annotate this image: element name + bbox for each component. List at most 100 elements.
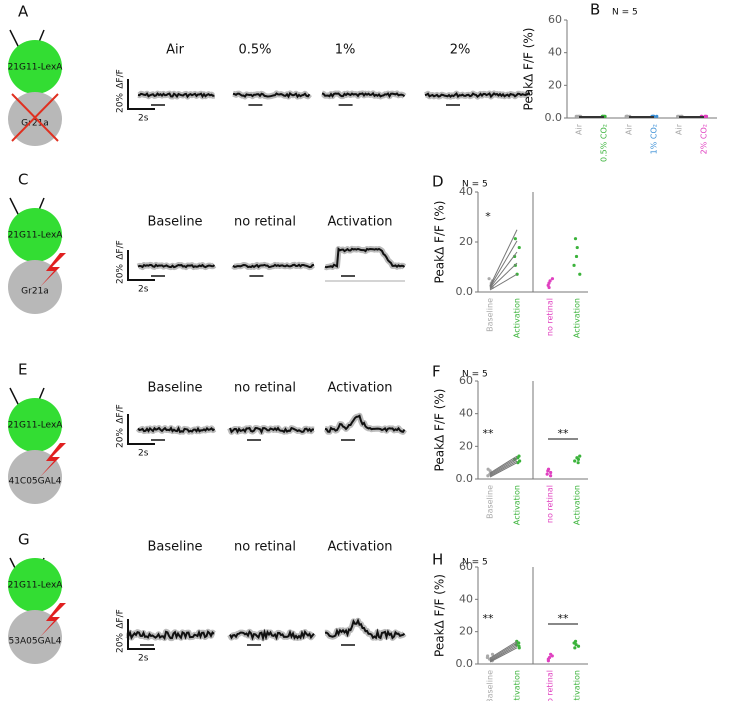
bolt (40, 253, 66, 287)
scale-unit: ΔF/F (116, 69, 126, 89)
panel-letter: E (18, 361, 27, 379)
condition-label: Activation (327, 215, 392, 230)
scale-bar (127, 619, 155, 650)
trace (232, 263, 315, 269)
driver-label: 21G11-LexA (8, 581, 64, 591)
bolt (40, 443, 66, 477)
n-label: N = 5 (462, 558, 488, 568)
point (487, 277, 491, 281)
point (549, 652, 553, 656)
scale-amplitude: 20% (116, 264, 126, 284)
y-tick-label: 0.0 (545, 111, 563, 124)
scale-time: 2s (138, 114, 149, 124)
scale-time: 2s (138, 285, 149, 295)
target-label: 53A05GAL4 (9, 637, 62, 647)
paired-line (489, 455, 518, 474)
point (576, 644, 581, 648)
x-tick-label: Baseline (486, 298, 495, 332)
y-axis-label: PeakΔ F/F (%) (433, 201, 447, 284)
point (550, 277, 555, 281)
point (572, 263, 576, 267)
point (548, 279, 552, 283)
x-tick-label: Baseline (486, 670, 495, 701)
x-tick-label: 1% CO₂ (650, 124, 659, 154)
target-neuron (8, 610, 62, 664)
target-neuron (8, 450, 62, 504)
panel-letter: G (18, 531, 30, 549)
paired-line (489, 644, 518, 661)
condition-label: Activation (327, 381, 392, 396)
condition-label: no retinal (234, 215, 296, 230)
x-tick-label: Activation (573, 298, 582, 338)
x-tick-label: 0.5% CO₂ (600, 124, 609, 162)
paired-line (489, 458, 518, 476)
target-label: Gr21a (21, 287, 49, 297)
trace (137, 263, 216, 269)
point (545, 472, 549, 476)
point (490, 652, 495, 656)
point (575, 245, 579, 250)
n-label: N = 5 (462, 180, 488, 190)
paired-line (489, 645, 518, 662)
point (578, 454, 582, 458)
point (576, 461, 580, 465)
target-label: Gr21a (21, 119, 49, 129)
n-label: N = 5 (612, 8, 638, 18)
trace (232, 91, 311, 99)
scale-amplitude: 20% (116, 93, 126, 113)
condition-label: Activation (327, 540, 392, 555)
y-tick-label: 60 (548, 13, 562, 26)
scale-amplitude: 20% (116, 633, 126, 653)
panel-letter: D (432, 173, 444, 191)
condition-label: no retinal (234, 540, 296, 555)
point (546, 467, 551, 471)
condition-label: no retinal (234, 381, 296, 396)
scale-amplitude: 20% (116, 428, 126, 448)
point (517, 245, 521, 250)
x-tick-label: no retinal (546, 485, 555, 523)
x-tick-label: Baseline (486, 485, 495, 519)
point (573, 639, 578, 643)
driver-neuron (8, 558, 62, 612)
trace (324, 414, 406, 433)
trace (126, 629, 215, 641)
panel-letter: A (18, 3, 29, 21)
y-axis-label: PeakΔ F/F (%) (433, 389, 447, 472)
panel-letter: C (18, 171, 28, 189)
y-tick-label: 20 (459, 439, 473, 452)
y-tick-label: 0.0 (456, 285, 474, 298)
point (517, 454, 521, 458)
scale-unit: ΔF/F (116, 240, 126, 260)
driver-label: 21G11-LexA (8, 231, 64, 241)
x-tick-label: 2% CO₂ (700, 124, 709, 154)
condition-label: Air (166, 43, 185, 58)
trace (229, 628, 315, 642)
point (625, 114, 629, 118)
scale-unit: ΔF/F (116, 609, 126, 629)
y-axis-label: PeakΔ F/F (%) (522, 28, 536, 111)
paired-line (489, 229, 518, 287)
point (703, 114, 707, 118)
scale-time: 2s (138, 449, 149, 459)
y-tick-label: 0.0 (456, 657, 474, 670)
target-label: 41C05GAL4 (8, 477, 61, 487)
panel-letter: B (590, 1, 600, 19)
x-tick-label: Activation (513, 670, 522, 701)
driver-neuron (8, 398, 62, 452)
scale-unit: ΔF/F (116, 404, 126, 424)
scale-time: 2s (138, 654, 149, 664)
trace (137, 425, 216, 434)
y-tick-label: 40 (459, 407, 473, 420)
paired-line (489, 462, 518, 478)
condition-label: 0.5% (238, 43, 271, 58)
y-tick-label: 20 (459, 625, 473, 638)
x-tick-label: Air (675, 123, 684, 135)
point (486, 654, 490, 658)
paired-line (489, 642, 518, 660)
significance: ** (483, 612, 495, 625)
n-label: N = 5 (462, 370, 488, 380)
point (655, 114, 659, 118)
trace (229, 426, 315, 435)
